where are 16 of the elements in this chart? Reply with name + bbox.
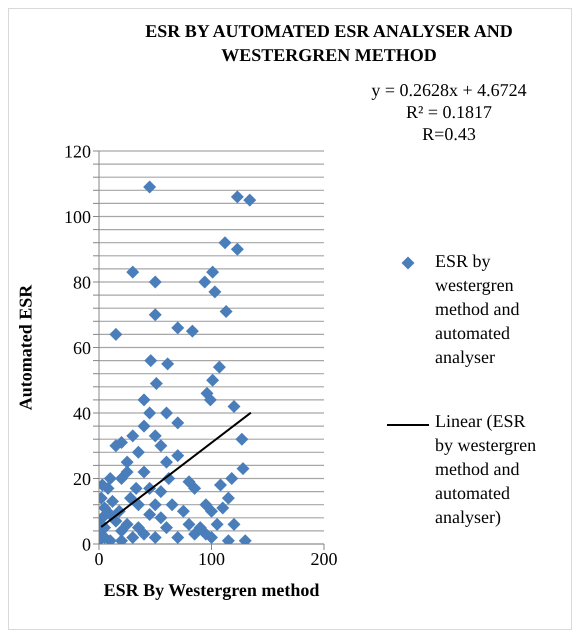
- legend-label: Linear (ESR by westergren method and automated analyser): [435, 410, 538, 529]
- chart-title: ESR BY AUTOMATED ESR ANALYSER AND WESTERGREN METHOD: [144, 20, 514, 67]
- y-tick-label: 60: [73, 338, 91, 358]
- x-tick-label: 100: [198, 548, 225, 569]
- y-tick-label: 120: [64, 141, 91, 162]
- y-tick-label: 80: [73, 272, 91, 292]
- y-tick-label: 100: [64, 206, 91, 227]
- x-axis-title: ESR By Westergren method: [104, 580, 320, 600]
- x-tick-label: 0: [94, 548, 104, 569]
- text: y = 0.2628x + 4.6724 R² = 0.1817 R=0.43: [370, 79, 528, 145]
- y-tick-label: 20: [73, 468, 91, 489]
- y-tick-label: 0: [82, 534, 91, 554]
- y-tick-label: 40: [73, 403, 91, 424]
- y-axis-title: Automated ESR: [15, 284, 36, 410]
- x-tick-label: 200: [310, 548, 338, 569]
- legend-label: ESR by westergren method and automated analyser: [435, 250, 520, 369]
